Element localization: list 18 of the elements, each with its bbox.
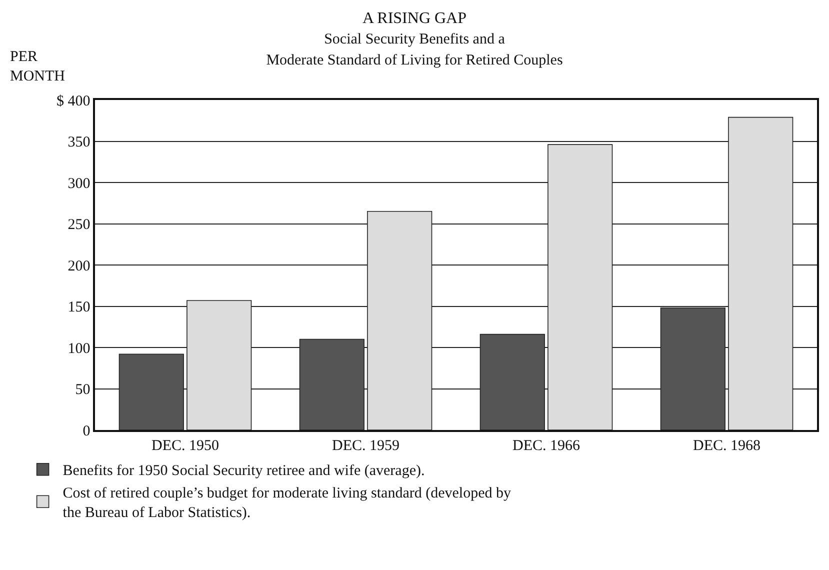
y-tick-label: 300: [68, 176, 90, 192]
chart-subtitle: Social Security Benefits and a Moderate Standard of Living for Retired Couples: [266, 32, 563, 68]
y-tick-label: 150: [68, 300, 90, 316]
y-axis-title: PER MONTH: [10, 49, 66, 84]
x-tick-label: DEC. 1950: [152, 438, 219, 454]
y-tick-label: 200: [68, 258, 90, 274]
y-tick-label: $ 400: [56, 93, 90, 110]
y-tick-label: 0: [82, 423, 90, 440]
x-tick-label: DEC. 1966: [512, 438, 580, 454]
legend-label: Cost of retired couple’s budget for moderate living standard (developed by the Bureau of Labor Statistics).: [62, 486, 512, 522]
legend-label: Benefits for 1950 Social Security retiree and wife (average).: [62, 463, 425, 480]
y-tick-label: 50: [75, 382, 90, 398]
chart-title: A RISING GAP: [362, 10, 467, 27]
y-tick-label: 250: [68, 217, 90, 233]
x-tick-label: DEC. 1968: [693, 438, 760, 454]
y-tick-label: 350: [68, 134, 90, 150]
x-tick-label: DEC. 1959: [332, 438, 400, 454]
y-tick-label: 100: [68, 340, 90, 357]
